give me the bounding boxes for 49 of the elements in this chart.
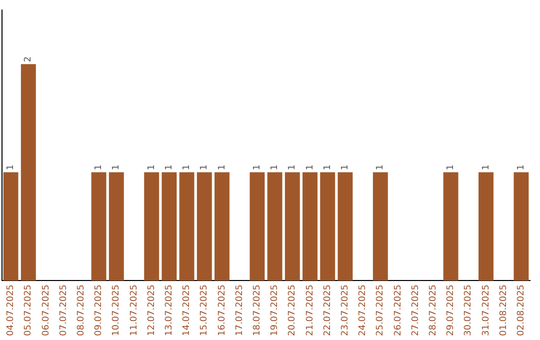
data-label: 1 <box>112 164 122 170</box>
x-tick-label: 29.07.2025 <box>446 284 456 336</box>
data-label: 1 <box>164 164 175 170</box>
data-label: 1 <box>322 164 333 170</box>
x-tick-label: 09.07.2025 <box>94 284 104 336</box>
x-tick-label: 21.07.2025 <box>305 284 316 336</box>
x-tick-label: 02.08.2025 <box>516 284 527 336</box>
data-label: 1 <box>146 164 157 170</box>
x-tick-label: 01.08.2025 <box>498 284 509 336</box>
x-tick-label: 18.07.2025 <box>252 284 263 336</box>
x-tick-label: 12.07.2025 <box>146 284 157 336</box>
x-tick-label: 07.07.2025 <box>58 284 69 336</box>
x-tick-label: 17.07.2025 <box>234 284 245 336</box>
x-tick-label: 04.07.2025 <box>6 284 16 336</box>
data-label: 1 <box>94 164 104 170</box>
x-tick-label: 20.07.2025 <box>288 284 298 336</box>
data-label: 1 <box>252 164 263 170</box>
x-tick-label: 26.07.2025 <box>393 284 404 336</box>
x-tick-label: 25.07.2025 <box>376 284 386 336</box>
x-tick-label: 11.07.2025 <box>129 284 140 336</box>
data-label: 1 <box>516 164 527 170</box>
x-tick-label: 19.07.2025 <box>270 284 280 336</box>
data-label: 1 <box>270 164 280 170</box>
data-label: 1 <box>376 164 386 170</box>
x-tick-label: 06.07.2025 <box>41 284 52 336</box>
data-label: 1 <box>182 164 192 170</box>
x-tick-label: 08.07.2025 <box>76 284 87 336</box>
data-label: 1 <box>6 164 16 170</box>
x-tick-label: 30.07.2025 <box>464 284 474 336</box>
x-tick-label: 27.07.2025 <box>410 284 421 336</box>
x-tick-label: 24.07.2025 <box>358 284 368 336</box>
data-label: 1 <box>288 164 298 170</box>
x-tick-label: 28.07.2025 <box>428 284 439 336</box>
data-label: 1 <box>340 164 351 170</box>
data-label: 1 <box>446 164 456 170</box>
x-tick-label: 05.07.2025 <box>24 284 34 336</box>
data-label: 1 <box>200 164 210 170</box>
data-label: 1 <box>481 164 492 170</box>
x-tick-label: 14.07.2025 <box>182 284 192 336</box>
x-tick-label: 31.07.2025 <box>481 284 492 336</box>
x-tick-label: 13.07.2025 <box>164 284 175 336</box>
data-label: 1 <box>305 164 316 170</box>
x-tick-label: 10.07.2025 <box>112 284 122 336</box>
x-tick-label: 23.07.2025 <box>340 284 351 336</box>
x-tick-label: 22.07.2025 <box>322 284 333 336</box>
data-label: 1 <box>217 164 228 170</box>
data-label: 2 <box>24 56 34 62</box>
x-tick-label: 15.07.2025 <box>200 284 210 336</box>
x-tick-label: 16.07.2025 <box>217 284 228 336</box>
